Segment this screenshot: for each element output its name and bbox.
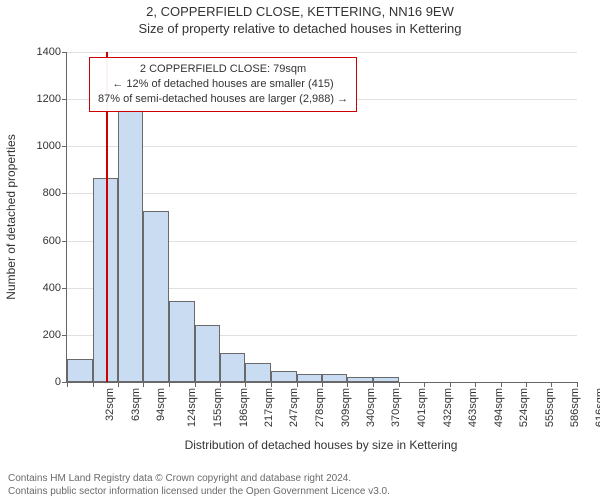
histogram-bar [118,110,143,382]
annotation-line: 87% of semi-detached houses are larger (… [98,92,348,107]
x-tick-label: 524sqm [518,388,530,427]
histogram-bar [297,374,323,382]
plot-area: 020040060080010001200140032sqm63sqm94sqm… [66,52,577,383]
y-tick-label: 200 [43,329,67,341]
histogram-bar [322,374,347,382]
x-tick-label: 63sqm [130,388,142,421]
x-tick [501,382,502,387]
x-tick-label: 186sqm [238,388,250,427]
annotation-line: ← 12% of detached houses are smaller (41… [98,77,348,92]
x-tick-label: 278sqm [314,388,326,427]
x-tick [195,382,196,387]
x-tick [577,382,578,387]
x-tick-label: 370sqm [390,388,402,427]
y-tick-label: 0 [55,376,67,388]
chart-title: 2, COPPERFIELD CLOSE, KETTERING, NN16 9E… [0,4,600,19]
x-tick [373,382,374,387]
y-gridline [67,146,577,147]
x-tick-label: 494sqm [493,388,505,427]
x-tick-label: 309sqm [340,388,352,427]
x-tick [93,382,94,387]
y-gridline [67,52,577,53]
x-tick [347,382,348,387]
y-tick-label: 1000 [37,140,67,152]
footer-attribution: Contains HM Land Registry data © Crown c… [8,472,390,498]
histogram-bar [67,359,93,382]
x-tick-label: 94sqm [155,388,167,421]
chart-root: 2, COPPERFIELD CLOSE, KETTERING, NN16 9E… [0,4,600,504]
chart-subtitle: Size of property relative to detached ho… [0,21,600,36]
annotation-box: 2 COPPERFIELD CLOSE: 79sqm← 12% of detac… [89,57,357,112]
x-tick [424,382,425,387]
x-tick-label: 124sqm [186,388,198,427]
x-tick [143,382,144,387]
x-tick [450,382,451,387]
histogram-bar [169,301,195,382]
x-tick [322,382,323,387]
histogram-bar [220,353,245,382]
annotation-line: 2 COPPERFIELD CLOSE: 79sqm [98,62,348,77]
x-tick [551,382,552,387]
x-tick-label: 340sqm [366,388,378,427]
x-tick [245,382,246,387]
x-tick-label: 586sqm [570,388,582,427]
x-tick [118,382,119,387]
x-tick-label: 401sqm [416,388,428,427]
y-tick-label: 800 [43,187,67,199]
x-tick [475,382,476,387]
footer-line1: Contains HM Land Registry data © Crown c… [8,472,390,485]
y-tick-label: 1400 [37,46,67,58]
x-tick [526,382,527,387]
x-tick [399,382,400,387]
histogram-bar [347,377,373,382]
x-tick-label: 247sqm [288,388,300,427]
x-tick-label: 155sqm [212,388,224,427]
histogram-bar [271,371,297,382]
y-gridline [67,193,577,194]
histogram-bar [373,377,399,382]
y-tick-label: 400 [43,282,67,294]
x-tick [297,382,298,387]
x-tick [169,382,170,387]
histogram-bar [245,363,271,382]
x-tick-label: 463sqm [468,388,480,427]
x-tick-label: 555sqm [544,388,556,427]
x-tick [220,382,221,387]
footer-line2: Contains public sector information licen… [8,485,390,498]
x-tick [271,382,272,387]
histogram-bar [143,211,169,382]
x-axis-label: Distribution of detached houses by size … [185,438,458,452]
x-tick-label: 616sqm [594,388,600,427]
x-tick-label: 32sqm [104,388,116,421]
x-tick-label: 432sqm [442,388,454,427]
x-tick [67,382,68,387]
y-tick-label: 600 [43,235,67,247]
x-tick-label: 217sqm [264,388,276,427]
y-tick-label: 1200 [37,93,67,105]
histogram-bar [195,325,221,382]
y-axis-label: Number of detached properties [4,134,18,299]
